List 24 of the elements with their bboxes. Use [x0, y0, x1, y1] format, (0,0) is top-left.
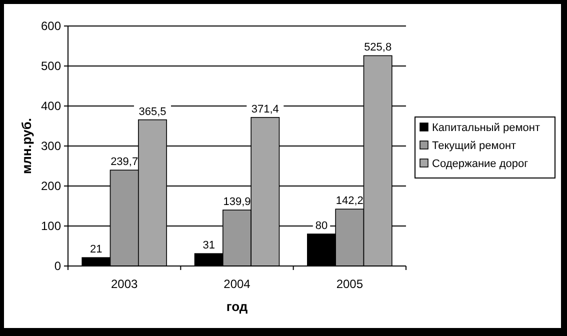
y-tick-label: 600: [40, 19, 62, 33]
data-label: 371,4: [251, 103, 279, 116]
y-tick-label: 0: [54, 259, 62, 273]
y-tick-label: 100: [40, 219, 62, 233]
x-tick-label: 2005: [336, 277, 364, 291]
legend-label: Текущий ремонт: [432, 140, 516, 152]
data-label: 525,8: [364, 42, 392, 54]
data-label: 31: [202, 240, 215, 252]
x-tick-label: 2003: [110, 277, 138, 291]
legend-label: Капитальный ремонт: [432, 122, 540, 134]
data-label: 21: [90, 244, 102, 256]
y-tick-label: 200: [40, 179, 62, 193]
x-tick-label: 2004: [224, 277, 251, 291]
y-tick-label: 400: [40, 99, 62, 113]
data-label: 142,2: [336, 195, 364, 208]
x-axis-title: год: [226, 299, 248, 314]
y-axis-title: млн.руб.: [19, 118, 34, 174]
data-label: 139,9: [223, 196, 251, 208]
data-label: 365,5: [138, 106, 166, 118]
y-tick-label: 300: [40, 139, 62, 153]
y-tick-label: 500: [40, 59, 62, 73]
legend-label: Содержание дорог: [432, 158, 528, 170]
data-label: 80: [315, 220, 328, 232]
data-label: 239,7: [110, 156, 138, 168]
